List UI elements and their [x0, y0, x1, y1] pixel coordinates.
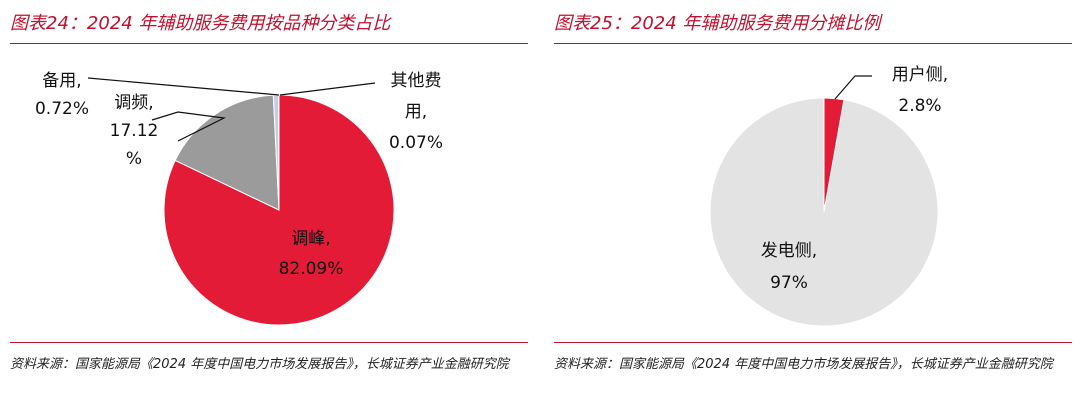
source-divider: [554, 342, 1072, 343]
data-label-line: 用,: [405, 102, 427, 122]
figure-title: 图表25：2024 年辅助服务费用分摊比例: [554, 13, 881, 34]
data-label-line: 发电侧,: [761, 241, 817, 261]
pie-slices: [709, 97, 939, 327]
data-label-line: 0.72%: [35, 99, 89, 119]
source-note: 资料来源：国家能源局《2024 年度中国电力市场发展报告》，长城证券产业金融研究…: [554, 357, 1053, 372]
data-label-line: 97%: [770, 273, 808, 293]
pie-slice-frequency-regulation: [174, 94, 280, 211]
leader-line-user-side: [834, 75, 872, 100]
data-label-frequency-regulation: 调频, 17.12%: [110, 93, 159, 169]
pie-chart-service-type: 调峰, 82.09% 调频, 17.12 % 备用, 0.72% 其他费用, 0.07%: [35, 71, 443, 326]
title-divider: [554, 43, 1072, 44]
pie-slice-generation-side: [709, 97, 939, 327]
figure-24: 图表24：2024 年辅助服务费用按品种分类占比 调峰, 82.09% 调频, 17.…: [0, 0, 538, 405]
data-label-other-fees: 其他费用, 0.07%: [389, 71, 443, 153]
pie-chart-cost-allocation: 用户侧, 2.8% 发电侧, 97%: [709, 65, 948, 327]
figure-title: 图表24：2024 年辅助服务费用按品种分类占比: [10, 13, 391, 34]
data-label-line: 调频,: [114, 93, 153, 113]
leader-line-other-fees: [279, 82, 376, 96]
leader-line-reserve: [87, 77, 280, 96]
title-divider: [10, 43, 528, 44]
figure-25: 图表25：2024 年辅助服务费用分摊比例 用户侧, 2.8% 发电侧, 97% 资料…: [548, 0, 1077, 405]
data-label-line: 用户侧,: [892, 65, 948, 85]
leader-line-frequency-regulation: [151, 111, 227, 142]
data-label-line: 0.07%: [389, 133, 443, 153]
pie-slice-other-fees: [277, 94, 280, 211]
data-label-line: 82.09%: [279, 259, 344, 279]
source-divider: [10, 342, 528, 343]
data-label-line: 备用,: [42, 71, 81, 91]
data-label-line: 2.8%: [898, 96, 941, 116]
data-label-line: 17.12: [110, 121, 159, 141]
data-label-user-side: 用户侧, 2.8%: [892, 65, 948, 116]
data-label-line: 其他费: [391, 71, 442, 91]
data-label-generation-side: 发电侧, 97%: [761, 241, 817, 293]
pie-slices: [163, 94, 395, 326]
source-note: 资料来源：国家能源局《2024 年度中国电力市场发展报告》，长城证券产业金融研究…: [10, 357, 509, 372]
data-label-peak-shaving: 调峰, 82.09%: [279, 229, 344, 279]
data-label-line: %: [126, 149, 142, 169]
data-label-line: 调峰,: [291, 229, 330, 249]
data-label-reserve: 备用, 0.72%: [35, 71, 89, 119]
